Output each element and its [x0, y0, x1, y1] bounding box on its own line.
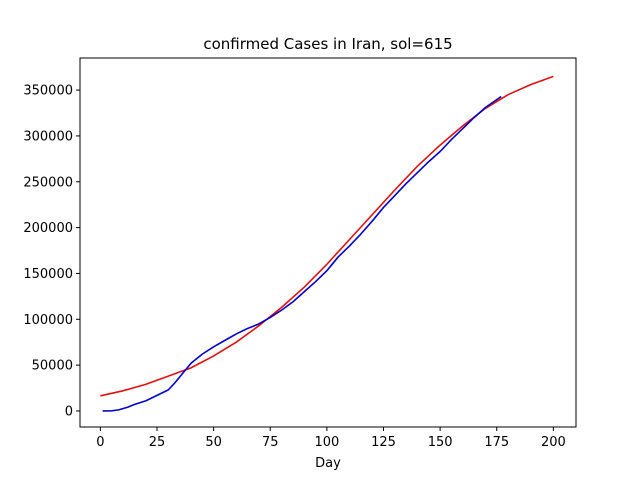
- y-tick-label: 300000: [23, 129, 73, 144]
- chart-title: confirmed Cases in Iran, sol=615: [203, 35, 452, 53]
- plot-frame: [79, 57, 577, 428]
- observed-cases-line: [102, 95, 502, 412]
- y-tick-label: 150000: [23, 267, 73, 282]
- y-tick-label: 50000: [32, 359, 73, 374]
- x-tick-label: 0: [96, 435, 104, 450]
- x-tick-label: 100: [314, 435, 339, 450]
- y-ticks: 0 50000 100000 150000 200000 250000 300000 3500…: [23, 84, 80, 419]
- x-tick-label: 25: [149, 435, 166, 450]
- y-tick-label: 100000: [23, 313, 73, 328]
- x-axis-label: Day: [315, 456, 341, 471]
- series-layer: [100, 75, 554, 412]
- x-tick-label: 50: [205, 435, 222, 450]
- x-ticks: 0 25 50 75 100 125 150 175 200: [96, 427, 566, 450]
- y-tick-label: 200000: [23, 221, 73, 236]
- y-tick-label: 0: [65, 404, 73, 419]
- x-tick-label: 200: [541, 435, 566, 450]
- x-tick-label: 125: [371, 435, 396, 450]
- y-tick-label: 350000: [23, 84, 73, 99]
- x-tick-label: 150: [428, 435, 453, 450]
- x-tick-label: 75: [262, 435, 279, 450]
- y-tick-label: 250000: [23, 175, 73, 190]
- x-tick-label: 175: [484, 435, 509, 450]
